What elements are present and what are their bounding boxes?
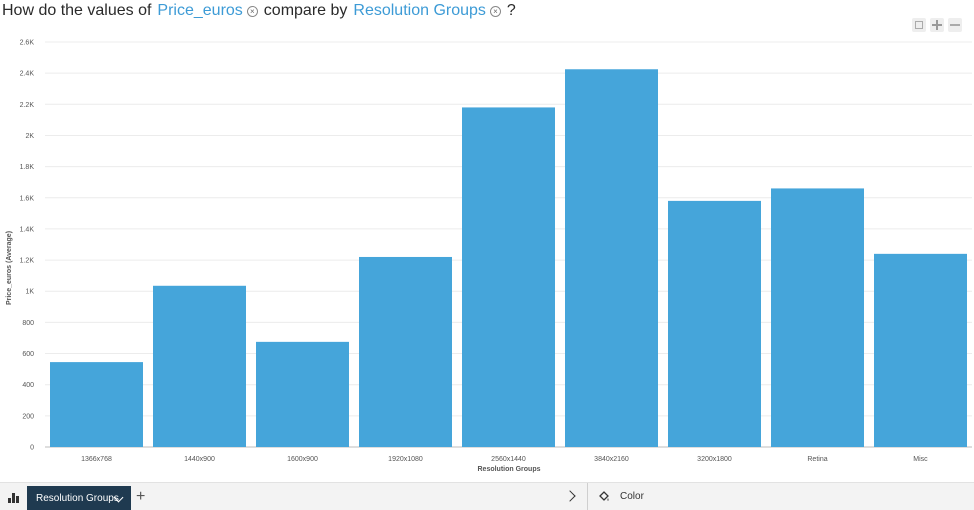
dimension-token[interactable]: Resolution Groups <box>353 2 486 19</box>
x-tick-label: 1600x900 <box>287 456 318 463</box>
zoom-out-icon[interactable] <box>948 18 962 32</box>
bar-1600x900[interactable] <box>256 341 349 447</box>
x-axis-label: Resolution Groups <box>478 466 541 473</box>
x-tick-label: Retina <box>807 456 827 463</box>
chart-tools <box>912 18 962 32</box>
x-tick-label: 3200x1800 <box>697 456 732 463</box>
bar-3200x1800[interactable] <box>668 200 761 447</box>
question-suffix: ? <box>506 2 516 19</box>
x-axis-ticks: 1366x768 1440x900 1600x900 1920x1080 2560x14… <box>81 456 928 463</box>
chart-question: How do the values of Price_euros × compa… <box>2 0 518 22</box>
tab-resolution-groups[interactable]: Resolution Groups <box>27 486 131 510</box>
y-tick-label: 1.6K <box>20 195 35 202</box>
bar-1440x900[interactable] <box>153 285 246 447</box>
zoom-in-icon[interactable] <box>930 18 944 32</box>
add-tab-icon[interactable]: + <box>136 488 146 505</box>
y-tick-label: 2K <box>25 133 34 140</box>
measure-token[interactable]: Price_euros <box>157 2 243 19</box>
divider <box>587 483 588 510</box>
y-tick-label: 800 <box>22 320 34 327</box>
expand-icon[interactable] <box>912 18 926 32</box>
chevron-right-icon[interactable] <box>564 490 576 502</box>
bar-retina[interactable] <box>771 188 864 447</box>
y-tick-label: 2.2K <box>20 102 35 109</box>
y-tick-label: 1K <box>25 289 34 296</box>
x-tick-label: 2560x1440 <box>491 456 526 463</box>
question-middle: compare by <box>263 2 348 19</box>
y-tick-label: 1.2K <box>20 258 35 265</box>
bar-chart-icon[interactable] <box>8 493 20 503</box>
y-tick-label: 200 <box>22 413 34 420</box>
x-tick-label: 3840x2160 <box>594 456 629 463</box>
paint-bucket-icon[interactable] <box>598 491 610 503</box>
y-axis-ticks: 0 200 400 600 800 1K 1.2K 1.4K 1.6K 1.8K 2K 2.2K 2.4… <box>20 40 35 452</box>
bar-misc[interactable] <box>874 253 967 447</box>
y-tick-label: 2.4K <box>20 71 35 78</box>
y-tick-label: 1.8K <box>20 164 35 171</box>
y-tick-label: 0 <box>30 445 34 452</box>
bar-1366x768[interactable] <box>50 362 143 447</box>
tab-label: Resolution Groups <box>36 493 119 504</box>
y-tick-label: 2.6K <box>20 40 35 47</box>
y-tick-label: 1.4K <box>20 226 35 233</box>
bar-1920x1080[interactable] <box>359 256 452 447</box>
x-tick-label: 1366x768 <box>81 456 112 463</box>
question-prefix: How do the values of <box>2 2 152 19</box>
color-label[interactable]: Color <box>620 491 644 502</box>
clear-dimension-icon[interactable]: × <box>489 5 501 17</box>
clear-measure-icon[interactable]: × <box>246 5 258 17</box>
y-tick-label: 600 <box>22 351 34 358</box>
y-tick-label: 400 <box>22 382 34 389</box>
bars <box>50 69 967 447</box>
bottom-bar: Resolution Groups + Color <box>0 482 974 510</box>
x-tick-label: 1440x900 <box>184 456 215 463</box>
bar-chart: 0 200 400 600 800 1K 1.2K 1.4K 1.6K 1.8K 2K 2.2K 2.4… <box>6 40 972 473</box>
bar-3840x2160[interactable] <box>565 69 658 447</box>
x-tick-label: 1920x1080 <box>388 456 423 463</box>
bar-2560x1440[interactable] <box>462 107 555 447</box>
y-axis-label: Price_euros (Average) <box>6 231 13 305</box>
x-tick-label: Misc <box>913 456 928 463</box>
